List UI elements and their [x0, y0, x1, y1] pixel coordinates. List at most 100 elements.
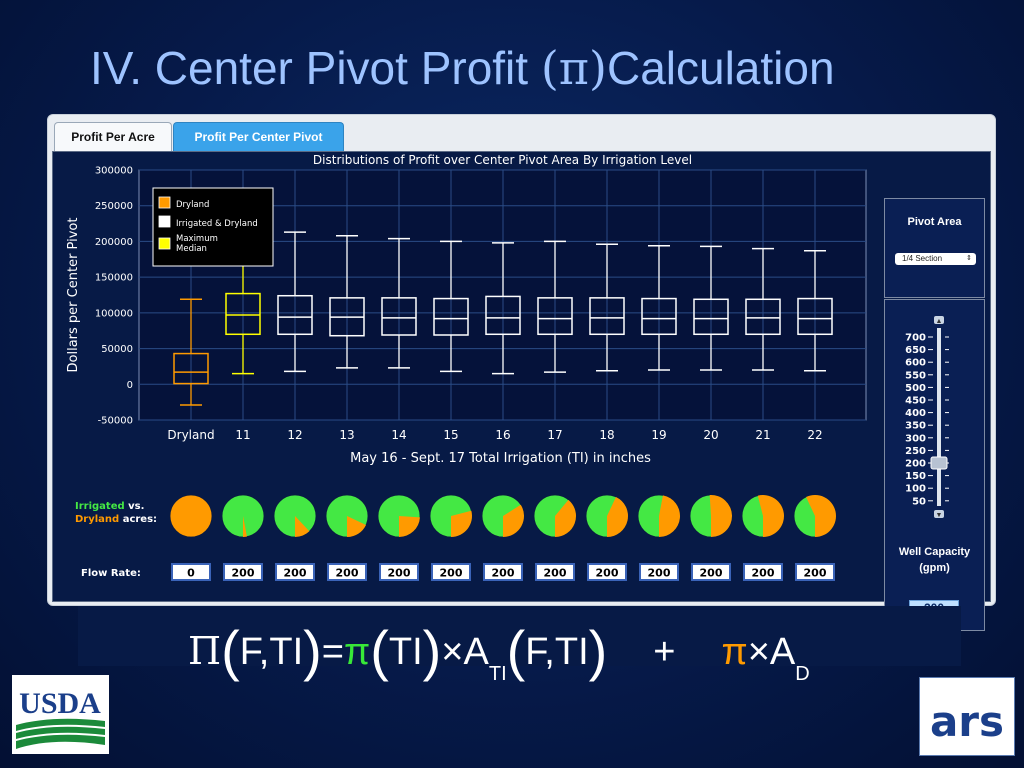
slide-title: IV. Center Pivot Profit (π)Calculation — [90, 38, 990, 98]
legend-label: Irrigated & Dryland — [176, 219, 258, 229]
formula-times-2: × — [747, 631, 770, 673]
slider-up-arrow-icon — [934, 316, 944, 324]
slider-tick-label: 200 — [905, 459, 926, 470]
flow-rate-value: 200 — [284, 567, 307, 580]
flow-rate-box — [691, 563, 731, 581]
chart-title: Distributions of Profit over Center Pivo… — [313, 153, 692, 167]
flow-rate-box — [639, 563, 679, 581]
formula-paren: ) — [422, 619, 442, 682]
slider-tick-label: 600 — [905, 358, 926, 369]
x-tick-label: 13 — [339, 428, 354, 442]
slider-up-glyph: ▲ — [936, 318, 943, 325]
slider-tick-label: 350 — [905, 421, 926, 432]
x-tick-label: 17 — [547, 428, 562, 442]
formula-paren: ) — [588, 619, 608, 682]
tab-profit-per-acre[interactable]: Profit Per Acre — [54, 122, 172, 152]
formula-paren: ( — [370, 619, 389, 682]
flow-rate-value: 200 — [232, 567, 255, 580]
flow-rate-value: 0 — [187, 567, 195, 580]
box-iqr — [693, 298, 729, 336]
slider-tick-label: 450 — [905, 396, 926, 407]
pivot-area-select[interactable]: 1/4 Section ⇕ — [895, 253, 976, 265]
title-suffix: Calculation — [606, 42, 835, 94]
x-tick-label: Dryland — [167, 428, 214, 442]
formula-dryland-pi: π — [721, 631, 748, 673]
x-tick-label: 14 — [391, 428, 406, 442]
pie-slice-dryland — [295, 516, 310, 537]
box-iqr — [485, 295, 521, 336]
pie-slice-dryland — [806, 495, 836, 537]
formula-a: A — [463, 631, 489, 673]
box-iqr — [173, 352, 209, 385]
slider-tick-label: 50 — [912, 496, 926, 507]
y-tick-label: 100000 — [95, 308, 133, 319]
profit-app-window: Profit Per Acre Profit Per Center Pivot … — [47, 114, 996, 631]
pie-slice-dryland — [347, 516, 367, 537]
y-tick-label: 250000 — [95, 201, 133, 212]
flow-rate-box — [275, 563, 315, 581]
slider-down-arrow-icon — [934, 510, 944, 518]
formula-f-ti: F,TI — [239, 631, 304, 673]
title-prefix: IV. Center Pivot Profit — [90, 42, 541, 94]
box-iqr — [381, 297, 417, 336]
box-iqr — [225, 292, 261, 336]
pivot-area-label: Pivot Area — [907, 216, 962, 228]
flow-rate-box — [795, 563, 835, 581]
formula-sub-d: D — [795, 663, 810, 685]
formula-paren: ( — [506, 619, 526, 682]
slider-tick-label: 150 — [905, 471, 926, 482]
legend-label: Median — [176, 244, 207, 254]
profit-formula: Π(F,TI)=π(TI)×ATI(F,TI) + π×AD — [188, 618, 888, 688]
pie-slice-dryland — [503, 504, 524, 537]
slider-thumb — [930, 456, 948, 470]
pie-slice-dryland — [451, 510, 472, 537]
flow-rate-box — [379, 563, 419, 581]
pie-row-label: Dryland acres: — [75, 514, 157, 525]
pie-slice-dryland — [757, 495, 784, 537]
slider-tick-label: 700 — [905, 333, 926, 344]
formula-sub-ti: TI — [488, 663, 507, 685]
formula-equals: = — [321, 631, 344, 673]
legend-swatch — [158, 196, 171, 209]
flow-rate-value: 200 — [804, 567, 827, 580]
x-tick-label: 21 — [755, 428, 770, 442]
x-tick-label: 19 — [651, 428, 666, 442]
formula-times: × — [441, 631, 464, 673]
pivot-area-panel: Pivot Area 1/4 Section ⇕ — [884, 198, 985, 298]
legend-swatch — [158, 237, 171, 250]
usda-logo: USDA — [12, 675, 109, 754]
x-tick-label: 12 — [287, 428, 302, 442]
flow-rate-box — [223, 563, 263, 581]
select-caret-icon: ⇕ — [966, 255, 972, 262]
title-pi: (π) — [540, 41, 607, 95]
x-axis-label: May 16 - Sept. 17 Total Irrigation (TI) … — [350, 451, 651, 466]
y-axis-label: Dollars per Center Pivot — [66, 218, 81, 373]
slider-tick-label: 650 — [905, 345, 926, 356]
tab-profit-per-center-pivot[interactable]: Profit Per Center Pivot — [173, 122, 344, 152]
box-iqr — [537, 297, 573, 336]
flow-rate-value: 200 — [388, 567, 411, 580]
usda-logo-text: USDA — [19, 687, 101, 720]
slider-down-glyph: ▼ — [936, 512, 943, 519]
legend-swatch — [158, 215, 171, 228]
pie-row-label: Irrigated vs. — [75, 501, 144, 512]
flow-rate-value: 200 — [596, 567, 619, 580]
x-tick-label: 11 — [235, 428, 250, 442]
formula-a-2: A — [769, 631, 796, 673]
y-tick-label: 200000 — [95, 237, 133, 248]
slider-tick-label: 250 — [905, 446, 926, 457]
well-capacity-label: Well Capacity — [898, 546, 971, 558]
ars-logo: ars — [919, 677, 1015, 756]
flow-rate-box — [743, 563, 783, 581]
y-tick-label: -50000 — [98, 416, 133, 427]
y-tick-label: 300000 — [95, 166, 133, 177]
pivot-area-value: 1/4 Section — [902, 254, 943, 263]
box-iqr — [433, 297, 469, 336]
x-tick-label: 15 — [443, 428, 458, 442]
flow-rate-box — [431, 563, 471, 581]
slider-track — [937, 328, 941, 506]
x-tick-label: 16 — [495, 428, 510, 442]
formula-irrigated-pi: π — [343, 631, 371, 673]
